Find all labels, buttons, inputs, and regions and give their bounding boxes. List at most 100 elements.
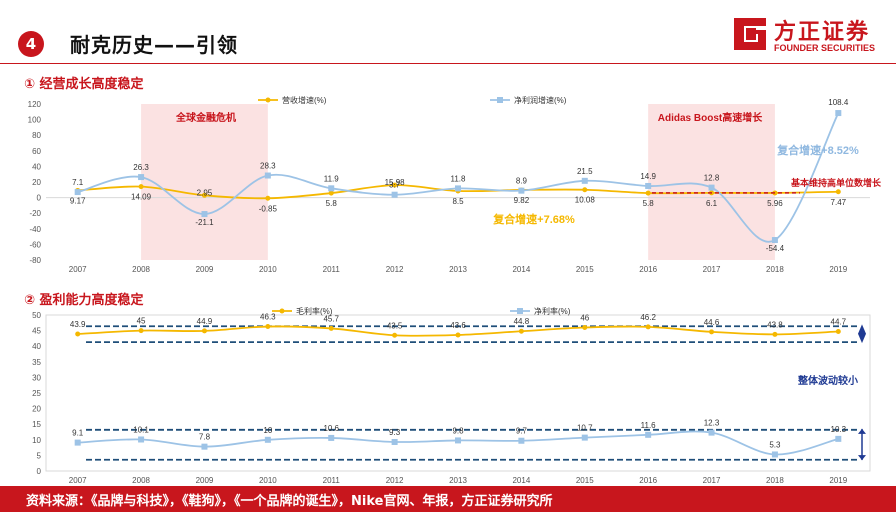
x-tick-label: 2013	[449, 476, 467, 485]
section-title-profitability: ② 盈利能力高度稳定	[24, 293, 144, 308]
y-tick-label: 50	[32, 311, 41, 320]
y-tick-label: 30	[32, 373, 41, 382]
gross-margin-point	[582, 324, 588, 330]
plot-frame	[45, 314, 871, 472]
x-tick-label: 2019	[829, 265, 847, 274]
y-tick-label: 20	[32, 405, 41, 414]
gross-margin-data-label: 43.8	[767, 320, 783, 329]
revenue-data-label: 8.5	[452, 197, 464, 206]
profit-point	[518, 187, 525, 194]
x-tick-label: 2018	[766, 265, 784, 274]
range-arrow-down-icon	[858, 455, 866, 461]
net-margin-point	[328, 434, 335, 441]
page-number-badge: 4	[18, 31, 44, 57]
x-tick-label: 2018	[766, 476, 784, 485]
revenue-data-label: 5.8	[326, 199, 338, 208]
y-tick-label: 60	[32, 147, 41, 156]
profit-point	[138, 174, 145, 181]
revenue-data-label: 15.98	[385, 178, 406, 187]
net-margin-point	[581, 434, 588, 441]
annotation-financial-crisis: 全球金融危机	[175, 111, 236, 124]
annotation-single-digit: 基本维持高单位数增长	[790, 177, 882, 188]
profit-point	[645, 182, 652, 189]
y-tick-label: 15	[32, 420, 41, 429]
x-tick-label: 2008	[132, 265, 150, 274]
logo-english-name: FOUNDER SECURITIES	[774, 43, 876, 53]
net-margin-data-label: 7.8	[199, 433, 211, 442]
x-tick-label: 2012	[386, 476, 404, 485]
legend-label: 营收增速(%)	[282, 95, 327, 105]
revenue-data-label: 5.8	[643, 199, 655, 208]
profit-data-label: 12.8	[704, 174, 720, 183]
y-tick-label: 80	[32, 131, 41, 140]
y-tick-label: 100	[28, 116, 42, 125]
y-tick-label: 45	[32, 327, 41, 336]
x-tick-label: 2009	[196, 265, 214, 274]
x-tick-label: 2012	[386, 265, 404, 274]
net-margin-data-label: 9.1	[72, 429, 84, 438]
net-margin-point	[455, 437, 461, 444]
revenue-point	[392, 182, 398, 188]
revenue-point	[328, 190, 334, 196]
page-title: 耐克历史——引领	[70, 33, 238, 57]
y-tick-label: 20	[32, 178, 41, 187]
x-tick-label: 2010	[259, 476, 277, 485]
gross-margin-point	[772, 331, 778, 337]
profit-point	[835, 110, 842, 117]
gross-margin-data-label: 46.3	[260, 313, 276, 322]
legend-label: 净利润增速(%)	[514, 95, 567, 105]
y-tick-label: -60	[29, 240, 41, 249]
net-margin-data-label: 10.1	[133, 425, 149, 434]
x-tick-label: 2010	[259, 265, 277, 274]
profit-data-label: 14.9	[640, 172, 656, 181]
gross-margin-point	[392, 332, 398, 338]
net-margin-point	[74, 439, 81, 446]
revenue-point	[201, 192, 207, 198]
footer-bar: 资料来源：《品牌与科技》，《鞋狗》，《一个品牌的诞生》，Nike官网、年报，方正…	[0, 486, 896, 512]
gross-margin-point	[835, 329, 841, 335]
legend-label: 毛利率(%)	[296, 306, 333, 316]
profit-point	[74, 189, 81, 196]
net-margin-data-label: 10.3	[831, 425, 847, 434]
founder-securities-logo: 方正证券 FOUNDER SECURITIES	[730, 12, 890, 62]
gross-margin-point	[138, 328, 144, 334]
x-tick-label: 2019	[829, 476, 847, 485]
gross-margin-point	[201, 328, 207, 334]
revenue-point	[835, 189, 841, 195]
profit-data-label: 26.3	[133, 163, 149, 172]
net-margin-data-label: 10.7	[577, 424, 593, 433]
x-tick-label: 2007	[69, 476, 87, 485]
revenue-data-label: 14.09	[131, 193, 152, 202]
range-arrow-icon	[858, 324, 866, 344]
net-margin-point	[264, 436, 271, 443]
revenue-data-label: 6.1	[706, 199, 718, 208]
net-margin-data-label: 10	[263, 426, 272, 435]
annotation-low-volatility: 整体波动较小	[797, 374, 858, 387]
y-tick-label: -40	[29, 225, 41, 234]
y-tick-label: 0	[37, 194, 42, 203]
profit-data-label: 108.4	[828, 98, 849, 107]
net-margin-point	[201, 443, 208, 450]
net-margin-point	[835, 435, 842, 442]
net-margin-data-label: 5.3	[769, 440, 781, 449]
gross-margin-data-label: 43.6	[450, 321, 466, 330]
header-divider	[0, 63, 896, 64]
y-tick-label: 120	[28, 100, 42, 109]
revenue-data-label: 7.47	[831, 198, 847, 207]
y-tick-label: 35	[32, 358, 41, 367]
net-margin-point	[708, 429, 715, 436]
net-margin-data-label: 12.3	[704, 419, 720, 428]
revenue-data-label: 10.08	[575, 196, 596, 205]
revenue-point	[645, 190, 651, 196]
profit-data-label: 21.5	[577, 167, 593, 176]
gross-margin-data-label: 46.2	[640, 313, 656, 322]
gross-margin-data-label: 45.7	[323, 314, 339, 323]
x-tick-label: 2016	[639, 476, 657, 485]
revenue-data-label: 2.95	[197, 188, 213, 197]
revenue-data-label: 9.82	[514, 196, 530, 205]
profit-data-label: 8.9	[516, 177, 528, 186]
x-tick-label: 2008	[132, 476, 150, 485]
gross-margin-point	[75, 331, 81, 337]
y-tick-label: 40	[32, 342, 41, 351]
